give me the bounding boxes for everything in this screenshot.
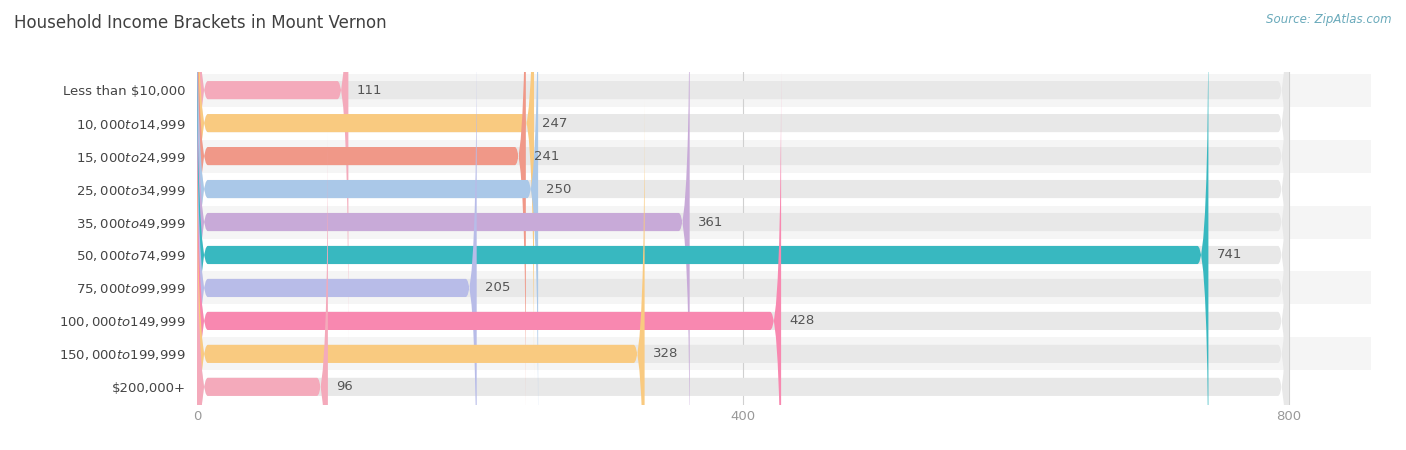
FancyBboxPatch shape xyxy=(197,99,1289,450)
Text: 205: 205 xyxy=(485,281,510,294)
FancyBboxPatch shape xyxy=(197,66,1289,450)
Text: 250: 250 xyxy=(547,183,572,196)
Text: Source: ZipAtlas.com: Source: ZipAtlas.com xyxy=(1267,14,1392,27)
Bar xyxy=(197,172,1371,206)
Bar xyxy=(197,238,1371,271)
FancyBboxPatch shape xyxy=(197,0,526,411)
Bar xyxy=(197,305,1371,338)
Text: 328: 328 xyxy=(652,347,678,360)
FancyBboxPatch shape xyxy=(197,0,538,444)
Text: Household Income Brackets in Mount Vernon: Household Income Brackets in Mount Verno… xyxy=(14,14,387,32)
Text: 428: 428 xyxy=(789,315,814,328)
Bar xyxy=(197,140,1371,172)
Bar xyxy=(197,74,1371,107)
FancyBboxPatch shape xyxy=(197,0,1208,450)
Text: 111: 111 xyxy=(357,84,382,97)
Bar xyxy=(197,338,1371,370)
FancyBboxPatch shape xyxy=(197,99,644,450)
FancyBboxPatch shape xyxy=(197,0,1289,411)
Text: 96: 96 xyxy=(336,380,353,393)
Bar xyxy=(197,107,1371,140)
Text: 361: 361 xyxy=(697,216,723,229)
FancyBboxPatch shape xyxy=(197,132,1289,450)
FancyBboxPatch shape xyxy=(197,0,534,378)
Bar xyxy=(197,370,1371,403)
FancyBboxPatch shape xyxy=(197,0,349,345)
FancyBboxPatch shape xyxy=(197,0,1289,345)
FancyBboxPatch shape xyxy=(197,0,690,450)
FancyBboxPatch shape xyxy=(197,66,782,450)
Text: 241: 241 xyxy=(534,149,560,162)
FancyBboxPatch shape xyxy=(197,0,1289,444)
Bar xyxy=(197,271,1371,305)
FancyBboxPatch shape xyxy=(197,0,1289,378)
Text: 247: 247 xyxy=(543,117,568,130)
Bar xyxy=(197,206,1371,238)
FancyBboxPatch shape xyxy=(197,33,1289,450)
FancyBboxPatch shape xyxy=(197,0,1289,450)
FancyBboxPatch shape xyxy=(197,33,477,450)
FancyBboxPatch shape xyxy=(197,0,1289,450)
FancyBboxPatch shape xyxy=(197,132,328,450)
Text: 741: 741 xyxy=(1216,248,1241,261)
